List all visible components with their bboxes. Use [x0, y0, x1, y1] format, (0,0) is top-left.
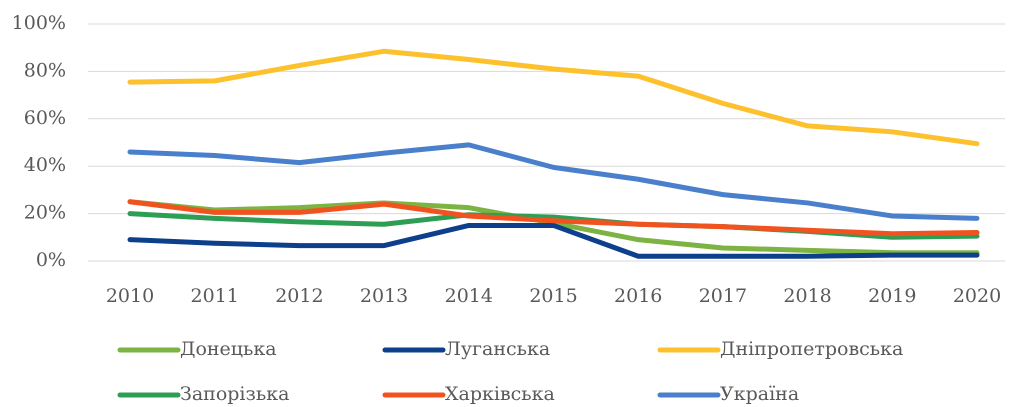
- x-tick-label: 2011: [191, 285, 239, 307]
- y-tick-label: 60%: [24, 107, 66, 129]
- series-line: [127, 142, 980, 221]
- x-tick-label: 2018: [783, 285, 831, 307]
- x-tick-label: 2014: [445, 285, 493, 307]
- x-tick-label: 2010: [106, 285, 154, 307]
- series-line: [127, 222, 980, 259]
- legend-label: Дніпропетровська: [720, 338, 903, 360]
- series-line: [127, 48, 980, 147]
- legend-label: Луганська: [445, 338, 550, 360]
- x-tick-label: 2020: [953, 285, 1001, 307]
- y-tick-label: 80%: [24, 59, 66, 81]
- x-tick-label: 2017: [699, 285, 747, 307]
- y-tick-label: 20%: [24, 202, 66, 224]
- x-tick-label: 2019: [868, 285, 916, 307]
- x-tick-label: 2015: [529, 285, 577, 307]
- legend-label: Донецька: [180, 338, 277, 360]
- x-tick-label: 2012: [275, 285, 323, 307]
- series-line: [127, 199, 980, 237]
- y-tick-label: 100%: [12, 12, 66, 34]
- legend-label: Запорізька: [180, 383, 289, 405]
- legend-label: Харківська: [445, 383, 555, 405]
- y-tick-label: 0%: [36, 249, 66, 271]
- legend-label: Україна: [720, 383, 799, 405]
- y-tick-label: 40%: [24, 154, 66, 176]
- x-tick-label: 2013: [360, 285, 408, 307]
- x-tick-label: 2016: [614, 285, 662, 307]
